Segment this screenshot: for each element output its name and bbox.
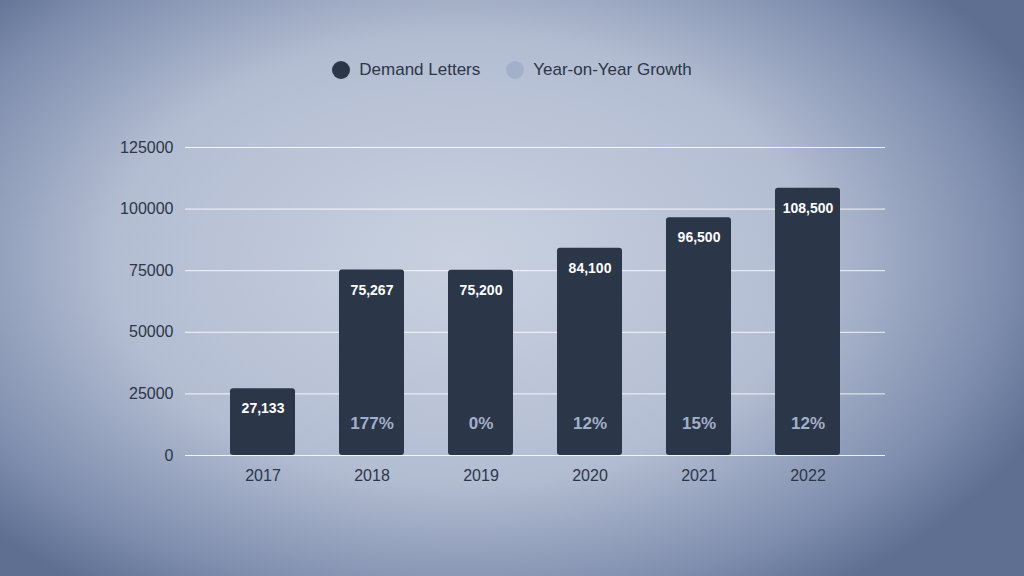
- svg-text:84,100: 84,100: [569, 260, 612, 276]
- html-text:Demand Letters: Demand Letters: [359, 60, 481, 79]
- svg-text:12%: 12%: [791, 414, 825, 433]
- svg-text:2021: 2021: [681, 467, 717, 484]
- svg-text:50000: 50000: [129, 323, 174, 340]
- svg-text:2022: 2022: [790, 467, 826, 484]
- svg-text:96,500: 96,500: [678, 229, 721, 245]
- svg-text:177%: 177%: [350, 414, 393, 433]
- svg-text:2019: 2019: [463, 467, 499, 484]
- html-text:Year-on-Year Growth: Year-on-Year Growth: [533, 60, 692, 79]
- svg-text:12%: 12%: [573, 414, 607, 433]
- svg-text:2020: 2020: [572, 467, 608, 484]
- svg-text:0%: 0%: [469, 414, 494, 433]
- svg-text:25000: 25000: [129, 385, 174, 402]
- svg-text:0: 0: [165, 447, 174, 464]
- svg-text:75000: 75000: [129, 262, 174, 279]
- svg-text:108,500: 108,500: [783, 200, 834, 216]
- svg-text:27,133: 27,133: [242, 400, 285, 416]
- svg-text:100000: 100000: [120, 200, 173, 217]
- svg-text:2017: 2017: [245, 467, 281, 484]
- svg-text:125000: 125000: [120, 139, 173, 156]
- svg-text:75,200: 75,200: [460, 282, 503, 298]
- svg-text:2018: 2018: [354, 467, 390, 484]
- svg-text:75,267: 75,267: [351, 282, 394, 298]
- svg-text:15%: 15%: [682, 414, 716, 433]
